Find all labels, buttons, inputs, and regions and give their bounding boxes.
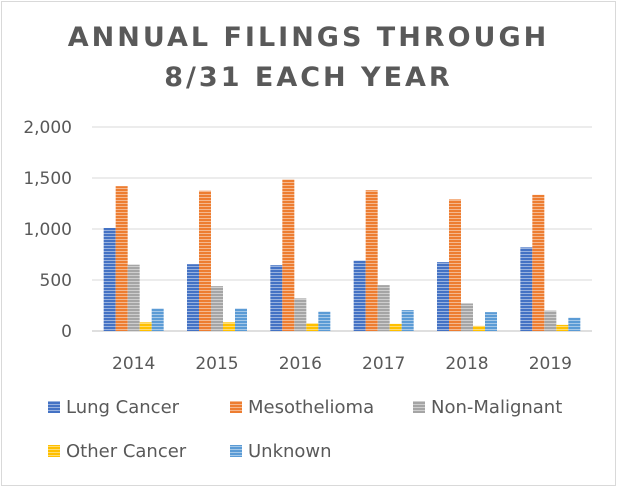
chart-title: ANNUAL FILINGS THROUGH 8/31 EACH YEAR (0, 18, 617, 98)
bar-lung-cancer-2018 (437, 262, 449, 331)
bar-lung-cancer-2017 (353, 260, 366, 331)
bar-unknown-2014 (151, 308, 164, 331)
legend-swatch (413, 401, 425, 413)
legend-swatch (48, 445, 60, 457)
legend: Lung Cancer Mesothelioma Non-Malignant Othe… (48, 397, 562, 462)
bar-non-malignant-2017 (377, 285, 390, 331)
x-tick-label: 2018 (445, 354, 488, 374)
bar-non-malignant-2014 (127, 264, 140, 331)
bar-mesothelioma-2018 (449, 199, 461, 331)
legend-label: Lung Cancer (66, 397, 180, 418)
bar-other-cancer-2018 (473, 325, 485, 331)
bar-mesothelioma-2014 (115, 186, 128, 331)
y-tick-label: 1,500 (23, 169, 72, 189)
x-tick-label: 2019 (529, 354, 572, 374)
bar-lung-cancer-2015 (187, 264, 199, 331)
legend-label: Non-Malignant (431, 397, 562, 418)
legend-item: Lung Cancer (48, 397, 180, 418)
x-tick-label: 2014 (112, 354, 155, 374)
y-tick-label: 500 (40, 271, 72, 291)
legend-item: Other Cancer (48, 441, 187, 462)
bar-unknown-2016 (318, 311, 331, 331)
chart-title-line-1: ANNUAL FILINGS THROUGH (67, 22, 550, 53)
legend-swatch (230, 445, 242, 457)
y-axis-ticks: 0 500 1,000 1,500 2,000 (23, 118, 72, 342)
bar-mesothelioma-2017 (365, 190, 378, 331)
bar-unknown-2015 (235, 308, 247, 331)
bar-other-cancer-2017 (389, 323, 402, 331)
bar-non-malignant-2016 (294, 298, 307, 331)
y-tick-label: 2,000 (23, 118, 72, 138)
y-tick-label: 1,000 (23, 220, 72, 240)
legend-label: Other Cancer (66, 441, 187, 462)
y-tick-label: 0 (61, 322, 72, 342)
legend-item: Unknown (230, 441, 332, 462)
chart-title-line-2: 8/31 EACH YEAR (164, 62, 453, 93)
bar-lung-cancer-2016 (270, 265, 283, 331)
legend-swatch (48, 401, 60, 413)
bar-unknown-2019 (568, 317, 581, 331)
bar-other-cancer-2014 (139, 322, 152, 331)
legend-item: Mesothelioma (230, 397, 374, 418)
x-axis-ticks: 2014 2015 2016 2017 2018 2019 (112, 354, 572, 374)
bar-other-cancer-2019 (556, 324, 569, 331)
bar-non-malignant-2018 (461, 303, 473, 331)
bar-other-cancer-2016 (306, 323, 319, 331)
x-tick-label: 2015 (195, 354, 238, 374)
bar-unknown-2018 (485, 312, 497, 331)
legend-label: Unknown (248, 441, 332, 462)
bar-non-malignant-2015 (211, 286, 223, 331)
bar-unknown-2017 (401, 310, 414, 331)
bar-other-cancer-2015 (223, 322, 235, 331)
x-tick-label: 2016 (279, 354, 322, 374)
bar-lung-cancer-2014 (103, 227, 116, 331)
legend-item: Non-Malignant (413, 397, 562, 418)
bar-mesothelioma-2019 (532, 194, 545, 331)
bars (103, 179, 581, 331)
bar-mesothelioma-2015 (199, 190, 211, 331)
bar-mesothelioma-2016 (282, 179, 295, 331)
gridlines (92, 126, 592, 332)
legend-swatch (230, 401, 242, 413)
x-tick-label: 2017 (362, 354, 405, 374)
bar-lung-cancer-2019 (520, 247, 533, 331)
bar-non-malignant-2019 (544, 310, 557, 331)
legend-label: Mesothelioma (248, 397, 374, 418)
